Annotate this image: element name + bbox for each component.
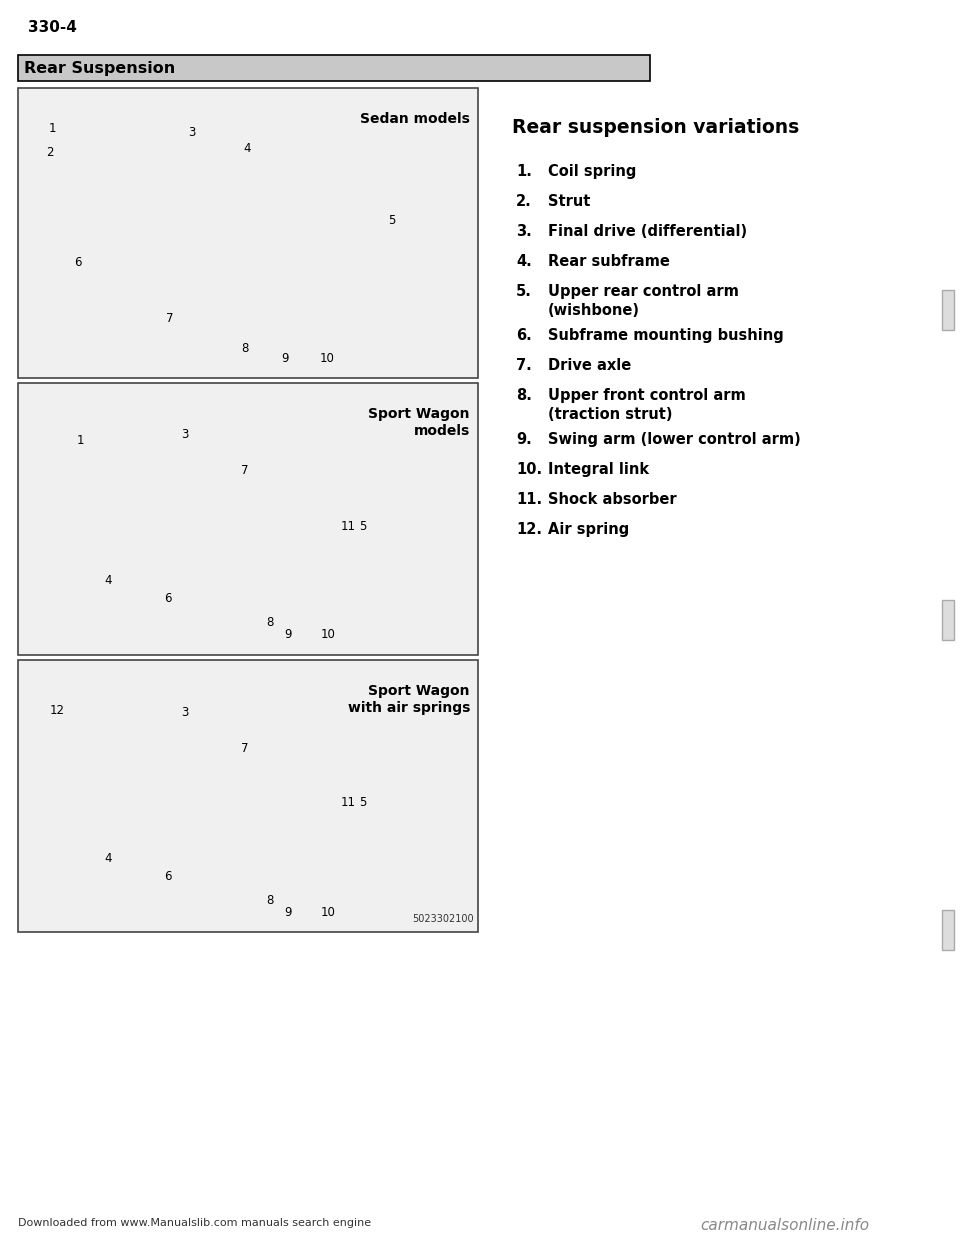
Text: Upper rear control arm
(wishbone): Upper rear control arm (wishbone)	[548, 284, 739, 318]
Text: Integral link: Integral link	[548, 462, 649, 477]
Text: 1: 1	[48, 122, 56, 134]
Text: Coil spring: Coil spring	[548, 164, 636, 179]
Text: carmanualsonline.info: carmanualsonline.info	[700, 1218, 869, 1233]
Text: 6: 6	[164, 592, 172, 606]
Text: 1.: 1.	[516, 164, 532, 179]
Text: 4: 4	[105, 852, 111, 864]
Text: 8: 8	[266, 616, 274, 630]
Text: 2.: 2.	[516, 194, 532, 209]
Text: Subframe mounting bushing: Subframe mounting bushing	[548, 328, 783, 343]
Bar	[942, 910, 954, 950]
Text: 10: 10	[320, 351, 334, 364]
Text: 1: 1	[76, 435, 84, 447]
Text: 11: 11	[341, 796, 355, 810]
Text: 3: 3	[181, 428, 189, 441]
Text: 9: 9	[284, 628, 292, 642]
Text: 3: 3	[188, 125, 196, 139]
Text: 7: 7	[241, 741, 249, 754]
Bar	[942, 600, 954, 640]
Text: 6: 6	[164, 869, 172, 883]
Text: 12.: 12.	[516, 522, 542, 537]
Text: Sedan models: Sedan models	[360, 112, 470, 125]
Text: 3.: 3.	[516, 224, 532, 238]
Text: Rear suspension variations: Rear suspension variations	[512, 118, 800, 137]
Text: 4: 4	[243, 142, 251, 154]
Text: Sport Wagon
with air springs: Sport Wagon with air springs	[348, 684, 470, 715]
Text: Upper front control arm
(traction strut): Upper front control arm (traction strut)	[548, 388, 746, 422]
Text: 7: 7	[166, 312, 174, 324]
Text: 6.: 6.	[516, 328, 532, 343]
Text: 5: 5	[359, 519, 367, 533]
Text: Final drive (differential): Final drive (differential)	[548, 224, 747, 238]
Text: Drive axle: Drive axle	[548, 358, 632, 373]
Text: 9: 9	[281, 351, 289, 364]
Text: 4.: 4.	[516, 255, 532, 270]
Text: 12: 12	[50, 703, 64, 717]
Text: 4: 4	[105, 575, 111, 587]
Text: 330-4: 330-4	[28, 20, 77, 35]
Bar	[18, 660, 478, 932]
Text: 5023302100: 5023302100	[413, 914, 474, 924]
Text: 5: 5	[388, 214, 396, 226]
Text: Rear subframe: Rear subframe	[548, 255, 670, 270]
Text: Air spring: Air spring	[548, 522, 629, 537]
Text: 8: 8	[241, 342, 249, 354]
Text: 2: 2	[46, 145, 54, 159]
Text: Strut: Strut	[548, 194, 590, 209]
Text: Downloaded from www.Manualslib.com manuals search engine: Downloaded from www.Manualslib.com manua…	[18, 1218, 372, 1228]
Text: 5.: 5.	[516, 284, 532, 299]
Text: Rear Suspension: Rear Suspension	[24, 61, 176, 76]
Text: 10: 10	[321, 905, 335, 919]
Text: 10: 10	[321, 628, 335, 642]
Text: 11.: 11.	[516, 492, 542, 507]
Text: Sport Wagon
models: Sport Wagon models	[369, 407, 470, 438]
Text: 8: 8	[266, 893, 274, 907]
Text: 9: 9	[284, 905, 292, 919]
Text: 7: 7	[241, 465, 249, 477]
Bar	[18, 383, 478, 655]
Bar	[942, 289, 954, 330]
Text: 9.: 9.	[516, 432, 532, 447]
Bar	[18, 88, 478, 378]
Text: 11: 11	[341, 519, 355, 533]
Text: 3: 3	[181, 705, 189, 719]
Text: 5: 5	[359, 796, 367, 810]
Text: 8.: 8.	[516, 388, 532, 402]
Text: Swing arm (lower control arm): Swing arm (lower control arm)	[548, 432, 801, 447]
Text: 6: 6	[74, 256, 82, 268]
Text: Shock absorber: Shock absorber	[548, 492, 677, 507]
Text: 7.: 7.	[516, 358, 532, 373]
Bar	[18, 55, 650, 81]
Text: 10.: 10.	[516, 462, 542, 477]
